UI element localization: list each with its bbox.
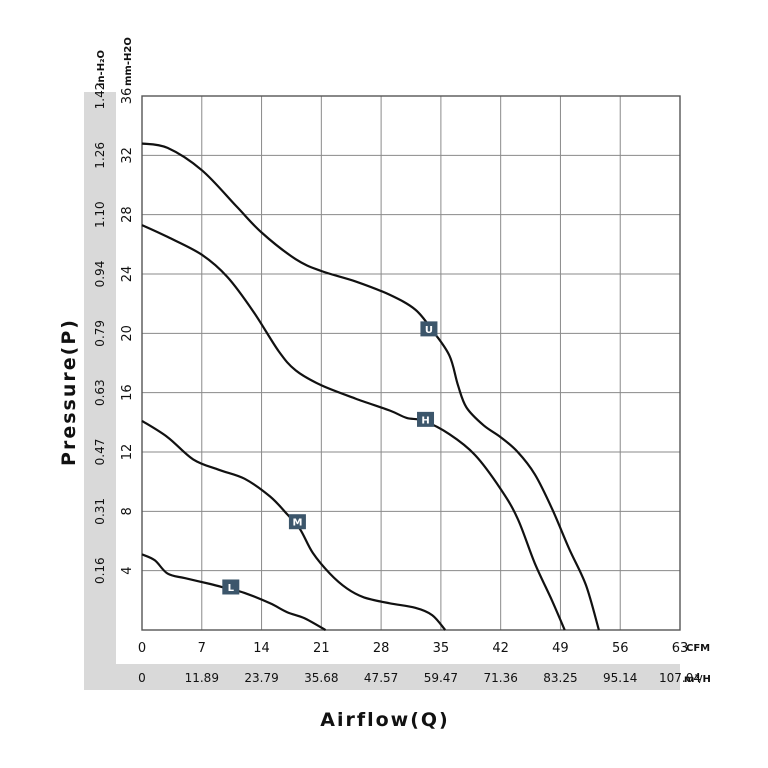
- series-line-u: [141, 142, 600, 631]
- x2-tick-label-1: 11.89: [185, 671, 219, 685]
- x-tick-label-2: 14: [253, 641, 270, 656]
- y-tick-labels: 4 8 12 16 20 24 28 32 36: [120, 88, 135, 575]
- secondary-axis-band-bottom: [84, 664, 680, 690]
- y-tick-label-6: 28: [120, 206, 135, 223]
- x2-tick-label-4: 47.57: [364, 671, 398, 685]
- series-markers: U H M L: [222, 321, 438, 595]
- y-tick-label-5: 24: [120, 266, 135, 283]
- x2-tick-label-7: 83.25: [543, 671, 577, 685]
- series-marker-label-m: M: [292, 518, 302, 529]
- y-tick-label-0: 4: [120, 567, 135, 575]
- series-marker-label-h: H: [421, 415, 429, 426]
- y2-tick-label-6: 1.10: [93, 201, 107, 228]
- y2-tick-label-5: 0.94: [93, 261, 107, 288]
- x-tick-label-0: 0: [138, 641, 146, 656]
- y2-tick-label-8: 1.42: [93, 83, 107, 110]
- x-tick-label-8: 56: [612, 641, 629, 656]
- x-tick-label-1: 7: [198, 641, 206, 656]
- x2-tick-label-5: 59.47: [424, 671, 458, 685]
- x2-tick-label-0: 0: [138, 671, 146, 685]
- x2-tick-label-6: 71.36: [483, 671, 517, 685]
- y-tick-label-8: 36: [120, 88, 135, 105]
- secondary-axis-band-left: [84, 92, 116, 690]
- series-marker-label-u: U: [425, 325, 433, 336]
- x2-tick-label-9: 107.04: [659, 671, 701, 685]
- x-unit-label: CFM: [686, 643, 710, 654]
- plot-background: [142, 96, 680, 630]
- x-tick-label-5: 35: [433, 641, 450, 656]
- x2-unit-label: m³/H: [684, 674, 711, 685]
- series-line-m: [141, 419, 447, 631]
- y2-tick-label-7: 1.26: [93, 142, 107, 169]
- x-tick-label-4: 28: [373, 641, 390, 656]
- y2-tick-labels: 0.16 0.31 0.47 0.63 0.79 0.94 1.10 1.26 1.42: [93, 83, 107, 584]
- x-tick-label-3: 21: [313, 641, 330, 656]
- y2-tick-label-4: 0.79: [93, 320, 107, 347]
- y2-tick-label-3: 0.63: [93, 379, 107, 406]
- y-tick-label-1: 8: [120, 507, 135, 515]
- x-tick-label-7: 49: [552, 641, 569, 656]
- series-marker-u: [420, 321, 438, 337]
- x2-tick-label-8: 95.14: [603, 671, 637, 685]
- series-marker-h: [417, 411, 435, 427]
- y-axis-title: Pressure(P): [58, 318, 80, 466]
- plot-frame: [141, 95, 681, 631]
- y-tick-label-3: 16: [120, 384, 135, 401]
- grid: [141, 95, 681, 631]
- y-tick-label-4: 20: [120, 325, 135, 342]
- x2-tick-label-2: 23.79: [244, 671, 278, 685]
- y-unit-label: mm-H2O: [123, 37, 134, 86]
- series-marker-l: [222, 579, 240, 595]
- series-marker-m: [288, 514, 306, 530]
- y2-tick-label-1: 0.31: [93, 498, 107, 525]
- y-tick-label-2: 12: [120, 444, 135, 461]
- x-tick-label-9: 63: [672, 641, 689, 656]
- series-marker-label-l: L: [228, 583, 235, 594]
- x-tick-labels: 0 7 14 21 28 35 42 49 56 63: [138, 641, 688, 656]
- x2-tick-label-3: 35.68: [304, 671, 338, 685]
- series-line-h: [141, 224, 566, 631]
- x2-tick-labels: 0 11.89 23.79 35.68 47.57 59.47 71.36 83.25 95.1…: [138, 671, 701, 685]
- x-axis-title: Airflow(Q): [320, 709, 450, 731]
- y2-tick-label-0: 0.16: [93, 557, 107, 584]
- x-tick-label-6: 42: [492, 641, 509, 656]
- y2-unit-label: in-H₂O: [96, 50, 107, 86]
- y-tick-label-7: 32: [120, 147, 135, 164]
- y2-tick-label-2: 0.47: [93, 439, 107, 466]
